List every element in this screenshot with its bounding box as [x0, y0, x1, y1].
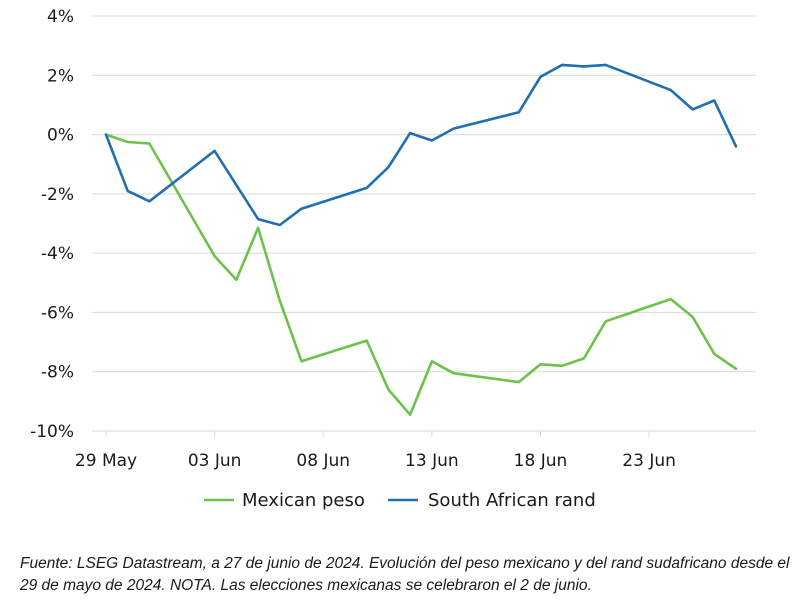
- y-tick-label: -2%: [41, 185, 74, 205]
- gridlines: [92, 15, 756, 432]
- line-chart: 4% 2% 0% -2% -4% -6% -8% -10% 29 May 03 Jun 08 Ju…: [30, 7, 756, 511]
- x-tick-label: 08 Jun: [296, 451, 350, 471]
- legend-label: South African rand: [428, 490, 596, 511]
- y-tick-label: 2%: [47, 66, 74, 86]
- y-tick-label: 4%: [47, 7, 74, 27]
- y-tick-label: -6%: [41, 303, 74, 323]
- y-tick-label: -4%: [41, 244, 74, 264]
- y-tick-label: -10%: [30, 422, 74, 442]
- x-tick-label: 18 Jun: [514, 451, 568, 471]
- x-tick-label: 03 Jun: [188, 451, 242, 471]
- series-lines: [104, 63, 738, 417]
- source-caption: Fuente: LSEG Datastream, a 27 de junio d…: [20, 555, 790, 594]
- y-tick-label: 0%: [47, 126, 74, 146]
- y-axis-tick-labels: 4% 2% 0% -2% -4% -6% -8% -10%: [30, 7, 74, 442]
- x-tick-label: 23 Jun: [622, 451, 676, 471]
- x-tick-label: 13 Jun: [405, 451, 459, 471]
- x-axis-tick-labels: 29 May 03 Jun 08 Jun 13 Jun 18 Jun 23 Jun: [75, 431, 676, 471]
- legend-label: Mexican peso: [242, 490, 365, 511]
- legend-item-mexican-peso: Mexican peso: [204, 490, 365, 511]
- series-line-south-african-rand: [104, 63, 738, 227]
- series-line-mexican-peso: [104, 133, 738, 417]
- x-tick-label: 29 May: [75, 451, 137, 471]
- legend: Mexican peso South African rand: [204, 490, 596, 511]
- legend-item-south-african-rand: South African rand: [388, 490, 596, 511]
- y-tick-label: -8%: [41, 363, 74, 383]
